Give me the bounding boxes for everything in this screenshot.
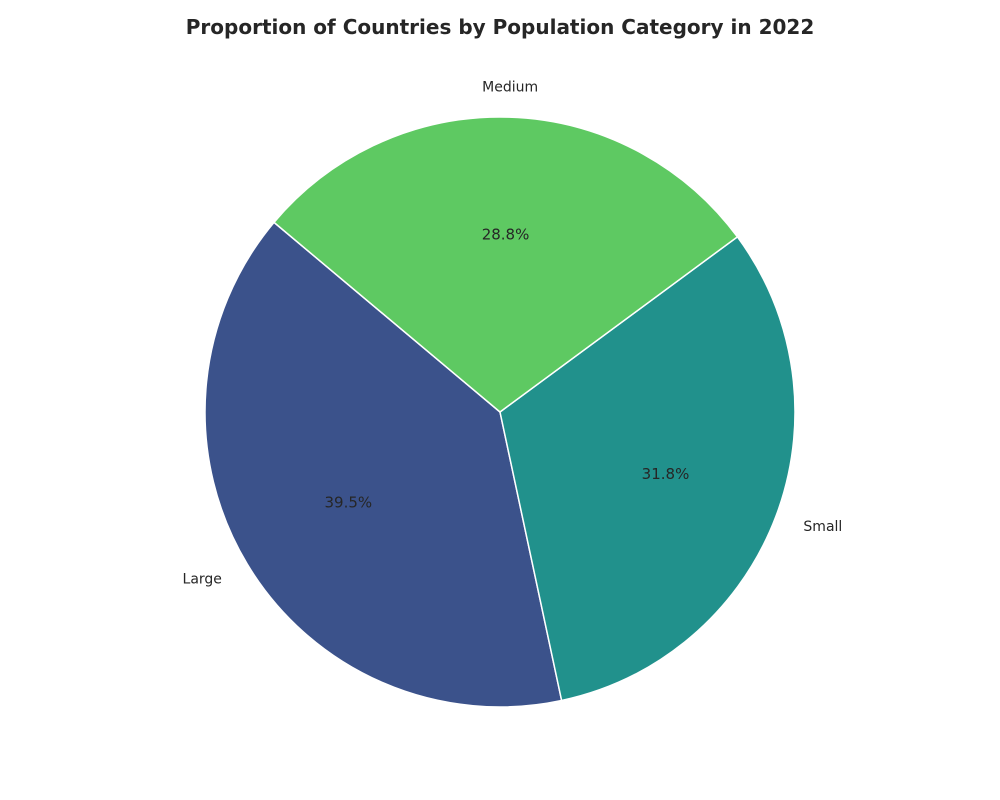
- pie-slices: [204, 116, 796, 708]
- slice-label-large: Large: [183, 571, 222, 587]
- pie-slice-medium: [273, 116, 739, 413]
- pie-labels: Large 39.5% Small 31.8% Medium 28.8%: [183, 80, 843, 588]
- slice-percent-large: 39.5%: [324, 494, 372, 512]
- slice-label-medium: Medium: [482, 80, 538, 96]
- chart-title: Proportion of Countries by Population Ca…: [186, 15, 814, 39]
- pie-slice-small: [499, 236, 796, 702]
- slice-percent-medium: 28.8%: [482, 226, 530, 244]
- slice-label-small: Small: [803, 519, 842, 535]
- pie-slice-large: [204, 221, 563, 708]
- slice-percent-small: 31.8%: [642, 465, 690, 483]
